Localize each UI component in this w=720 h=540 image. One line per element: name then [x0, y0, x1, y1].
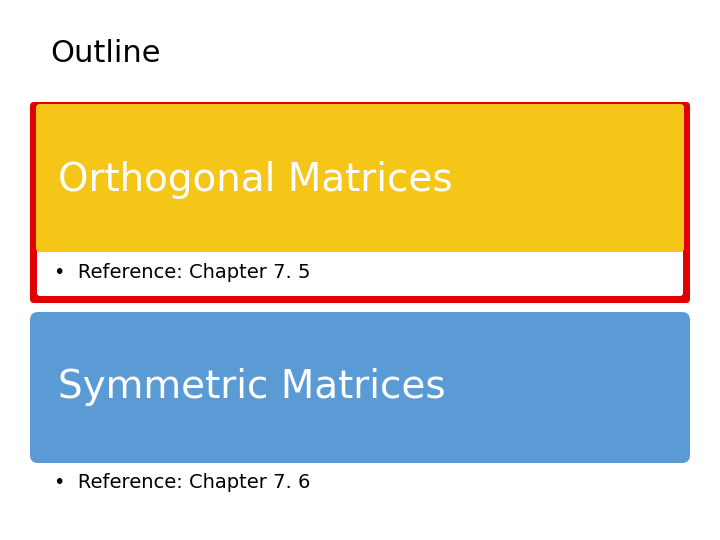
Text: Symmetric Matrices: Symmetric Matrices — [58, 368, 446, 407]
FancyBboxPatch shape — [36, 104, 684, 252]
FancyBboxPatch shape — [37, 109, 683, 296]
FancyBboxPatch shape — [30, 312, 690, 463]
Text: Orthogonal Matrices: Orthogonal Matrices — [58, 161, 453, 199]
Text: •  Reference: Chapter 7. 6: • Reference: Chapter 7. 6 — [54, 474, 310, 492]
FancyBboxPatch shape — [30, 102, 690, 303]
Text: Outline: Outline — [50, 39, 161, 68]
Text: •  Reference: Chapter 7. 5: • Reference: Chapter 7. 5 — [54, 263, 310, 282]
